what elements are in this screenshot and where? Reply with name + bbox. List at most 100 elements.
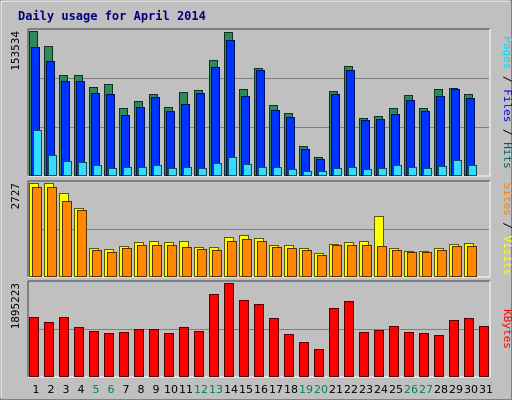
- bar-sites-day-18: [287, 248, 297, 277]
- bar-sites-day-8: [137, 245, 147, 277]
- bar-kbytes-day-10: [164, 333, 174, 377]
- bar-pages-day-4: [78, 162, 87, 176]
- x-tick-label-day-29: 29: [449, 383, 463, 396]
- x-tick-label-day-9: 9: [153, 383, 160, 396]
- bar-files-day-16: [256, 70, 265, 176]
- bar-kbytes-day-7: [119, 332, 129, 377]
- legend-kbytes: KBytes: [501, 309, 512, 349]
- bar-pages-day-8: [138, 167, 147, 176]
- bar-sites-day-11: [182, 247, 192, 277]
- panel-pages-files-hits: 153534 Pages / Files / Hits: [9, 28, 512, 177]
- legend-separator: /: [501, 69, 512, 89]
- legend-visits: Visits: [501, 236, 512, 276]
- x-tick-label-day-18: 18: [284, 383, 298, 396]
- bar-kbytes-day-28: [434, 335, 444, 377]
- bar-sites-day-13: [212, 250, 222, 277]
- bar-files-day-10: [166, 111, 175, 176]
- bar-files-day-17: [271, 110, 280, 176]
- bar-sites-day-24: [377, 246, 387, 277]
- series-kbytes: [29, 283, 489, 377]
- bar-files-day-15: [241, 96, 250, 176]
- bar-files-day-9: [151, 97, 160, 176]
- bar-files-day-14: [226, 40, 235, 176]
- chart-panels: 153534 Pages / Files / Hits 2727 Sites / Vi…: [9, 28, 512, 378]
- bar-sites-day-29: [452, 246, 462, 277]
- bar-pages-day-23: [363, 169, 372, 176]
- x-tick-label-day-22: 22: [344, 383, 358, 396]
- bar-files-day-28: [436, 96, 445, 176]
- legend-kbytes: KBytes: [501, 309, 512, 349]
- bar-kbytes-day-30: [464, 318, 474, 377]
- bar-kbytes-day-12: [194, 331, 204, 377]
- x-tick-label-day-21: 21: [329, 383, 343, 396]
- bar-pages-day-20: [318, 171, 327, 176]
- bar-files-day-30: [466, 98, 475, 176]
- bar-pages-day-24: [378, 168, 387, 176]
- x-tick-label-day-12: 12: [194, 383, 208, 396]
- bar-sites-day-19: [302, 250, 312, 277]
- bar-pages-day-11: [183, 167, 192, 176]
- bar-sites-day-28: [437, 250, 447, 277]
- bar-files-day-23: [361, 120, 370, 176]
- bar-sites-day-17: [272, 247, 282, 277]
- x-tick-label-day-26: 26: [404, 383, 418, 396]
- bar-pages-day-15: [243, 164, 252, 176]
- bar-kbytes-day-18: [284, 334, 294, 377]
- x-tick-label-day-11: 11: [179, 383, 193, 396]
- bar-files-day-13: [211, 67, 220, 176]
- bar-pages-day-13: [213, 163, 222, 176]
- bar-sites-day-27: [422, 252, 432, 277]
- legend-sites: Sites: [501, 183, 512, 216]
- x-tick-label-day-10: 10: [164, 383, 178, 396]
- legend-visits-sites: Sites / Visits: [501, 183, 512, 276]
- x-tick-label-day-16: 16: [254, 383, 268, 396]
- bar-pages-day-14: [228, 157, 237, 176]
- bar-kbytes-day-24: [374, 330, 384, 377]
- bar-pages-day-3: [63, 161, 72, 176]
- bar-sites-day-1: [32, 187, 42, 277]
- bar-pages-day-7: [123, 167, 132, 176]
- bar-kbytes-day-25: [389, 326, 399, 377]
- bar-pages-day-12: [198, 168, 207, 176]
- x-tick-label-day-28: 28: [434, 383, 448, 396]
- legend-pages: Pages: [501, 36, 512, 69]
- bar-kbytes-day-4: [74, 327, 84, 377]
- x-tick-label-day-4: 4: [78, 383, 85, 396]
- x-tick-label-day-6: 6: [108, 383, 115, 396]
- x-axis-labels: 1 2 3 4 5 6 7 8 9 10 11 12 13 14 15 16 17 18 19 20 21 22 23 24 2…: [33, 383, 494, 396]
- bar-sites-day-20: [317, 255, 327, 277]
- bar-pages-day-18: [288, 169, 297, 176]
- bar-sites-day-15: [242, 239, 252, 277]
- bar-pages-day-21: [333, 168, 342, 176]
- bar-sites-day-25: [392, 250, 402, 277]
- bar-kbytes-day-31: [479, 326, 489, 377]
- bar-files-day-22: [346, 70, 355, 176]
- bar-kbytes-day-21: [329, 308, 339, 377]
- bar-sites-day-23: [362, 245, 372, 277]
- bar-pages-day-6: [108, 168, 117, 176]
- legend-separator: /: [501, 216, 512, 236]
- bar-sites-day-3: [62, 201, 72, 277]
- bar-kbytes-day-8: [134, 329, 144, 377]
- x-tick-label-day-1: 1: [33, 383, 40, 396]
- bar-pages-day-2: [48, 155, 57, 176]
- bar-kbytes-day-1: [29, 317, 39, 377]
- x-tick-label-day-23: 23: [359, 383, 373, 396]
- bar-sites-day-9: [152, 245, 162, 277]
- bar-files-day-18: [286, 117, 295, 176]
- bar-files-day-12: [196, 93, 205, 176]
- bar-files-day-5: [91, 93, 100, 176]
- bar-files-day-27: [421, 111, 430, 176]
- bar-pages-day-22: [348, 167, 357, 176]
- bar-kbytes-day-29: [449, 320, 459, 377]
- bar-sites-day-14: [227, 241, 237, 277]
- bar-kbytes-day-23: [359, 332, 369, 377]
- legend-hits: Hits: [501, 142, 512, 169]
- bar-files-day-21: [331, 94, 340, 176]
- series-sites: [32, 187, 477, 277]
- bar-pages-day-27: [423, 168, 432, 176]
- x-tick-label-day-25: 25: [389, 383, 403, 396]
- x-tick-label-day-17: 17: [269, 383, 283, 396]
- x-tick-label-day-14: 14: [224, 383, 238, 396]
